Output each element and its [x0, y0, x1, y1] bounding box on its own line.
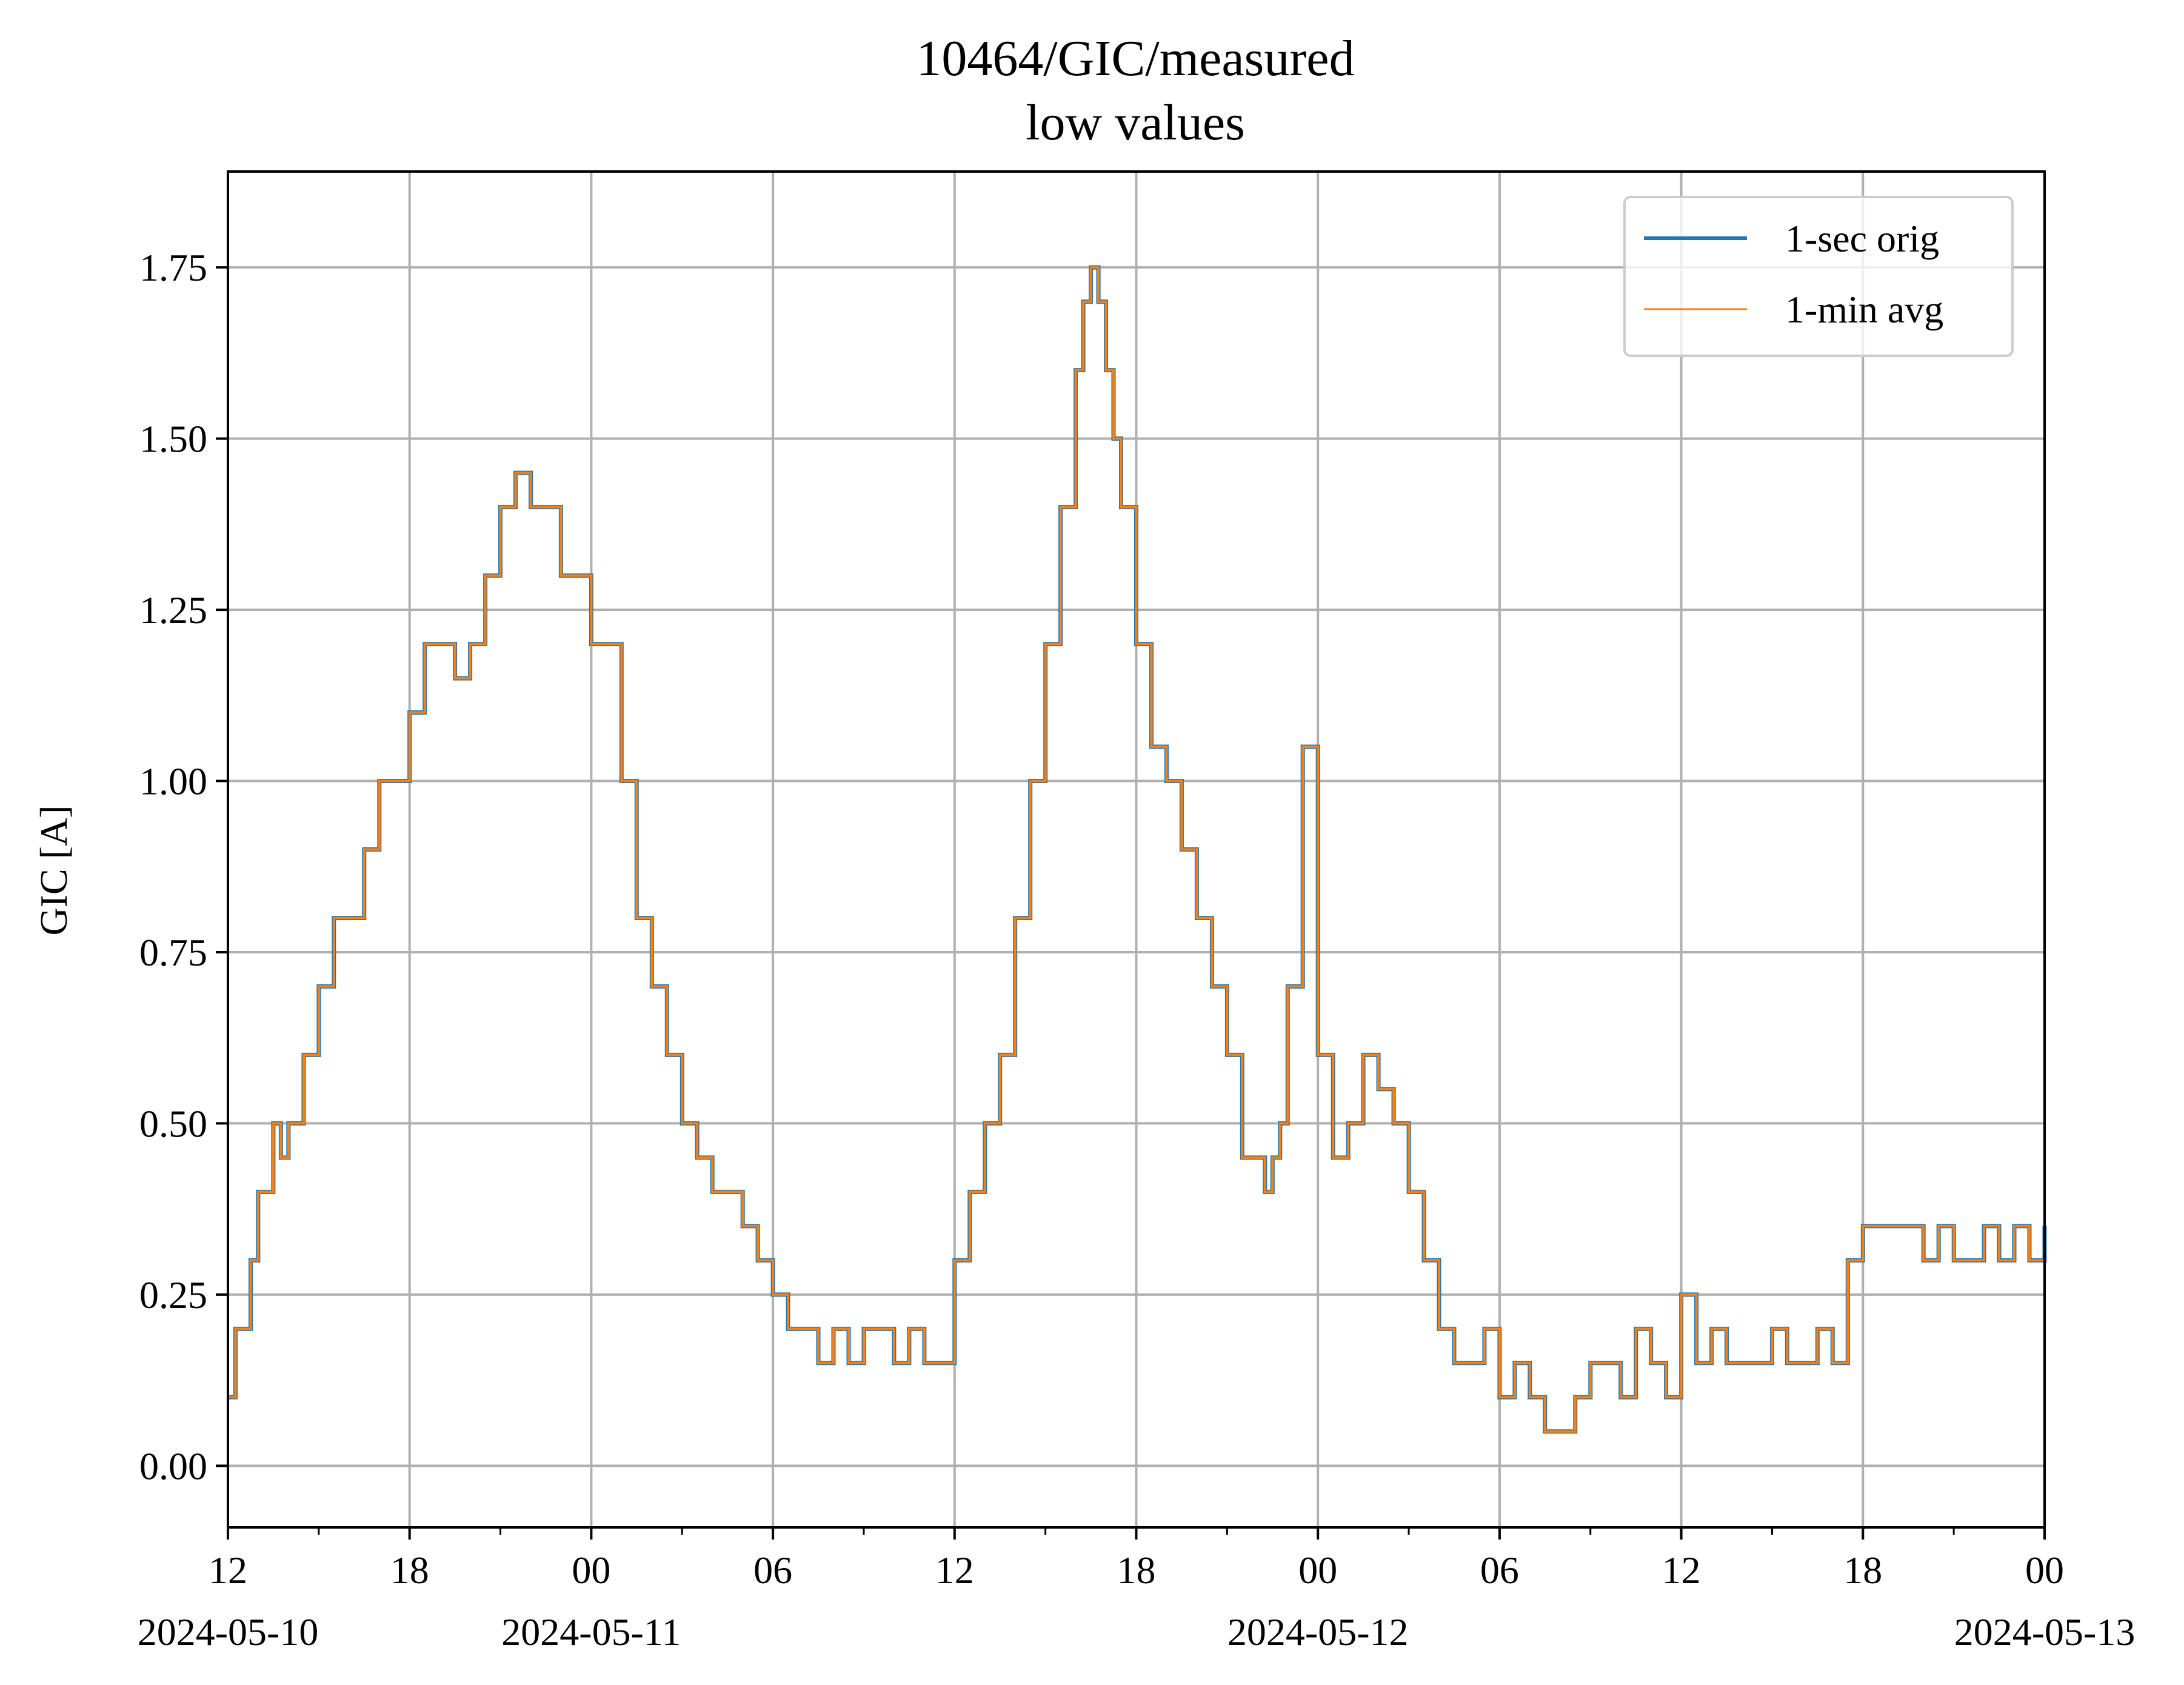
series-layer [228, 265, 2047, 1434]
y-tick-label: 0.00 [139, 1444, 207, 1487]
y-tick-label: 0.25 [139, 1273, 207, 1316]
y-tick-label: 0.75 [139, 931, 207, 974]
x-tick-label: 12 [935, 1549, 974, 1592]
series-line-1-min-avg [228, 266, 2046, 1433]
x-tick-label: 12 [209, 1549, 247, 1592]
x-tick-label: 06 [753, 1549, 792, 1592]
x-tick-label: 06 [1480, 1549, 1519, 1592]
legend: 1-sec orig 1-min avg [1623, 196, 2014, 357]
y-tick-label: 1.50 [139, 418, 207, 461]
x-tick-label: 18 [390, 1549, 429, 1592]
x-tick-date-label: 2024-05-11 [501, 1610, 681, 1653]
x-tick-label: 18 [1843, 1549, 1882, 1592]
y-axis-label: GIC [A] [32, 805, 75, 935]
y-tick-label: 1.25 [139, 589, 207, 632]
x-tick-label: 00 [1298, 1549, 1337, 1592]
x-tick-date-label: 2024-05-10 [138, 1610, 319, 1653]
y-tick-label: 1.00 [139, 760, 207, 803]
y-tick-label: 0.50 [139, 1102, 207, 1145]
y-tick-label: 1.75 [139, 246, 207, 289]
x-tick-label: 12 [1662, 1549, 1701, 1592]
chart-subtitle: low values [1026, 95, 1245, 151]
axes-layer: 12 2024-05-10 18 00 2024-05-11 06 12 18 00 2024-0… [138, 170, 2136, 1653]
chart-title: 10464/GIC/measured [916, 30, 1354, 87]
legend-label-1-sec-orig: 1-sec orig [1785, 217, 1939, 260]
legend-label-1-min-avg: 1-min avg [1785, 288, 1943, 331]
x-tick-date-label: 2024-05-13 [1954, 1610, 2136, 1653]
x-tick-label: 18 [1117, 1549, 1156, 1592]
x-tick-label: 00 [2025, 1549, 2064, 1592]
x-tick-date-label: 2024-05-12 [1227, 1610, 1409, 1653]
x-tick-label: 00 [572, 1549, 610, 1592]
